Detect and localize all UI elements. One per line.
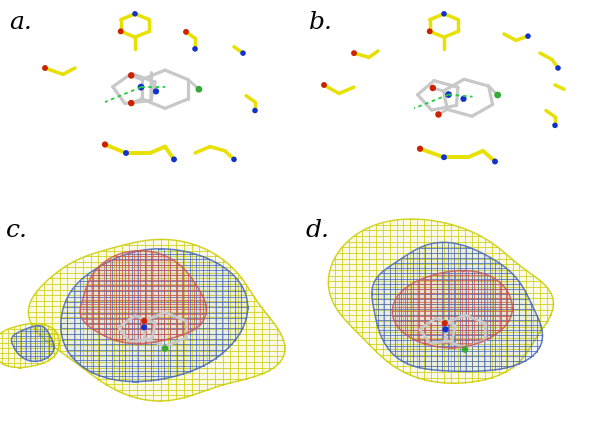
Point — [136, 84, 146, 91]
Point — [139, 317, 149, 324]
Point — [130, 11, 140, 17]
Point — [439, 154, 449, 161]
Text: d.: d. — [306, 219, 330, 242]
PathPatch shape — [392, 271, 512, 348]
Point — [181, 28, 191, 35]
Point — [319, 82, 329, 88]
Point — [151, 88, 161, 95]
Point — [439, 11, 449, 17]
Point — [459, 96, 469, 102]
Point — [460, 346, 470, 353]
PathPatch shape — [80, 251, 206, 343]
Point — [100, 141, 110, 148]
Point — [434, 111, 443, 118]
Point — [40, 65, 50, 71]
Point — [127, 100, 136, 107]
Point — [553, 65, 563, 71]
Point — [139, 324, 149, 331]
Point — [229, 156, 239, 163]
Point — [440, 326, 450, 333]
Point — [444, 91, 454, 98]
Text: c.: c. — [6, 219, 28, 242]
Point — [428, 85, 437, 91]
PathPatch shape — [61, 249, 248, 382]
Point — [194, 86, 203, 93]
Point — [127, 72, 136, 79]
Text: a.: a. — [9, 11, 32, 34]
Point — [116, 28, 125, 35]
Point — [440, 320, 449, 326]
Point — [250, 107, 260, 114]
Point — [415, 145, 425, 152]
PathPatch shape — [11, 326, 54, 361]
Point — [238, 50, 248, 57]
PathPatch shape — [372, 242, 542, 371]
Point — [190, 45, 200, 52]
Point — [523, 33, 533, 40]
Point — [121, 150, 131, 156]
PathPatch shape — [0, 323, 59, 368]
Text: b.: b. — [309, 11, 333, 34]
Point — [169, 156, 179, 163]
Point — [425, 28, 434, 35]
PathPatch shape — [328, 219, 553, 383]
PathPatch shape — [28, 239, 285, 401]
Point — [550, 122, 560, 129]
Point — [490, 158, 500, 165]
Point — [349, 50, 359, 57]
Point — [160, 345, 170, 352]
Point — [493, 92, 502, 99]
